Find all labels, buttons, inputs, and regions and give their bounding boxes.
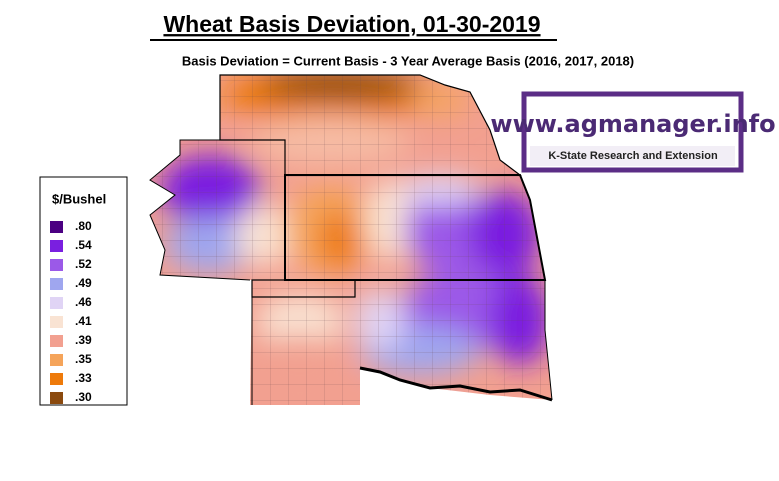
- legend-label: .52: [75, 257, 92, 271]
- map-subtitle: Basis Deviation = Current Basis - 3 Year…: [182, 53, 634, 68]
- legend-swatch: [50, 392, 63, 404]
- legend: $/Bushel .80 .54 .52 .49 .46 .41 .39 .35 .33 .30: [39, 176, 128, 406]
- legend-swatch: [50, 297, 63, 309]
- legend-label: .54: [75, 238, 92, 252]
- legend-swatch: [50, 259, 63, 271]
- legend-label: .30: [75, 390, 92, 404]
- logo-band: [530, 146, 735, 166]
- map-title: Wheat Basis Deviation, 01-30-2019: [163, 11, 540, 37]
- borders: [149, 74, 553, 405]
- logo-org: K-State Research and Extension: [548, 150, 718, 162]
- legend-swatch: [50, 354, 63, 366]
- legend-swatch: [50, 278, 63, 290]
- logo-site: www.agmanager.info: [490, 110, 775, 138]
- legend-label: .35: [75, 352, 92, 366]
- legend-label: .41: [75, 314, 92, 328]
- legend-title: $/Bushel: [52, 191, 106, 206]
- legend-swatch: [50, 316, 63, 328]
- legend-label: .80: [75, 219, 92, 233]
- legend-swatch: [50, 221, 63, 233]
- legend-swatch: [50, 335, 63, 347]
- legend-label: .33: [75, 371, 92, 385]
- legend-swatch: [50, 373, 63, 385]
- legend-label: .46: [75, 295, 92, 309]
- legend-label: .39: [75, 333, 92, 347]
- legend-box: [39, 176, 128, 406]
- legend-swatch: [50, 240, 63, 252]
- legend-label: .49: [75, 276, 92, 290]
